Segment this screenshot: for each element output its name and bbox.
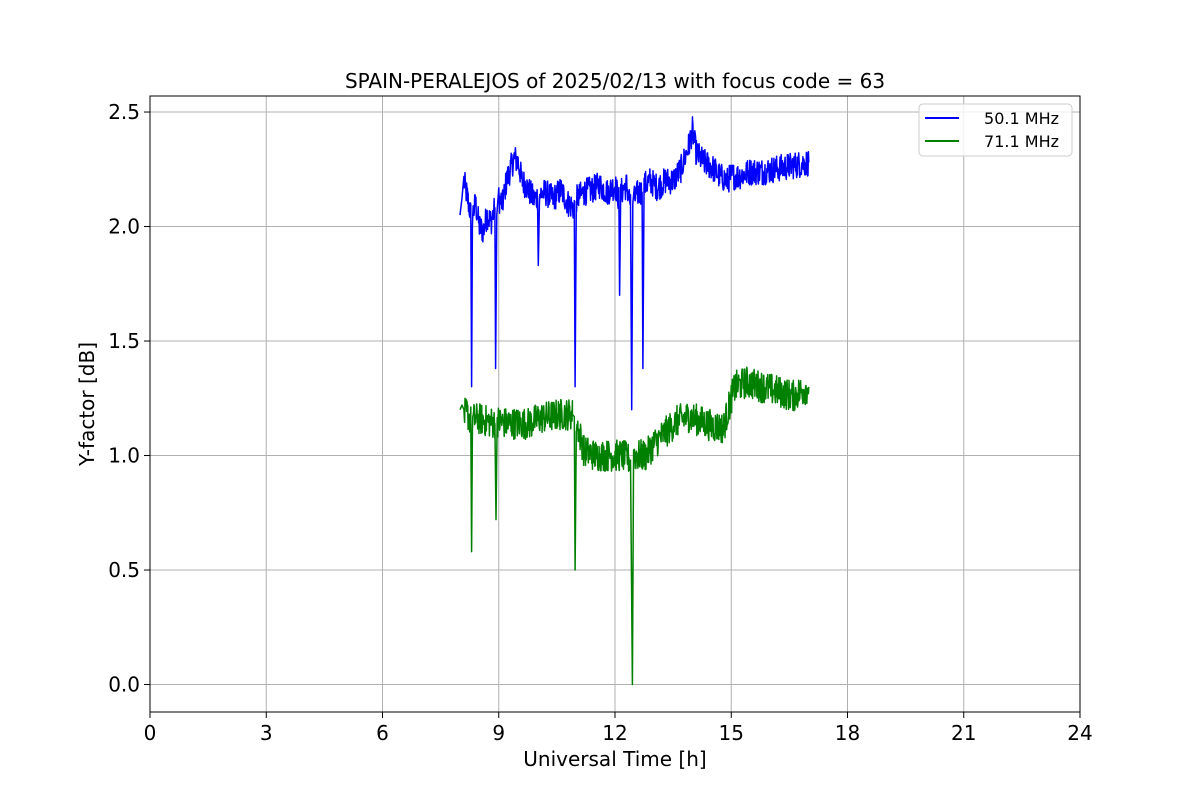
y-tick-label: 1.0	[108, 444, 140, 468]
x-tick-label: 3	[260, 721, 273, 745]
x-tick-label: 18	[835, 721, 860, 745]
x-tick-label: 15	[719, 721, 744, 745]
x-tick-label: 0	[144, 721, 157, 745]
legend-label: 50.1 MHz	[984, 109, 1059, 128]
series-line-0	[459, 116, 810, 411]
x-tick-label: 6	[376, 721, 389, 745]
ticks: 0 3 6 9 12 15 18 21 24 0.0 0.5 1.0 1.5 2.0 2.5	[108, 100, 1093, 745]
x-axis-label: Universal Time [h]	[523, 747, 706, 771]
legend: 50.1 MHz 71.1 MHz	[918, 103, 1073, 157]
series-layer	[459, 116, 810, 686]
y-axis-label: Y-factor [dB]	[75, 342, 99, 467]
y-tick-label: 0.5	[108, 558, 140, 582]
x-tick-label: 9	[492, 721, 505, 745]
x-tick-label: 24	[1067, 721, 1092, 745]
y-tick-label: 0.0	[108, 673, 140, 697]
y-tick-label: 1.5	[108, 329, 140, 353]
chart-title: SPAIN-PERALEJOS of 2025/02/13 with focus…	[345, 69, 885, 93]
legend-label: 71.1 MHz	[984, 132, 1059, 151]
x-tick-label: 12	[602, 721, 627, 745]
y-tick-label: 2.0	[108, 215, 140, 239]
x-tick-label: 21	[951, 721, 976, 745]
series-line-1	[459, 366, 810, 686]
y-tick-label: 2.5	[108, 100, 140, 124]
